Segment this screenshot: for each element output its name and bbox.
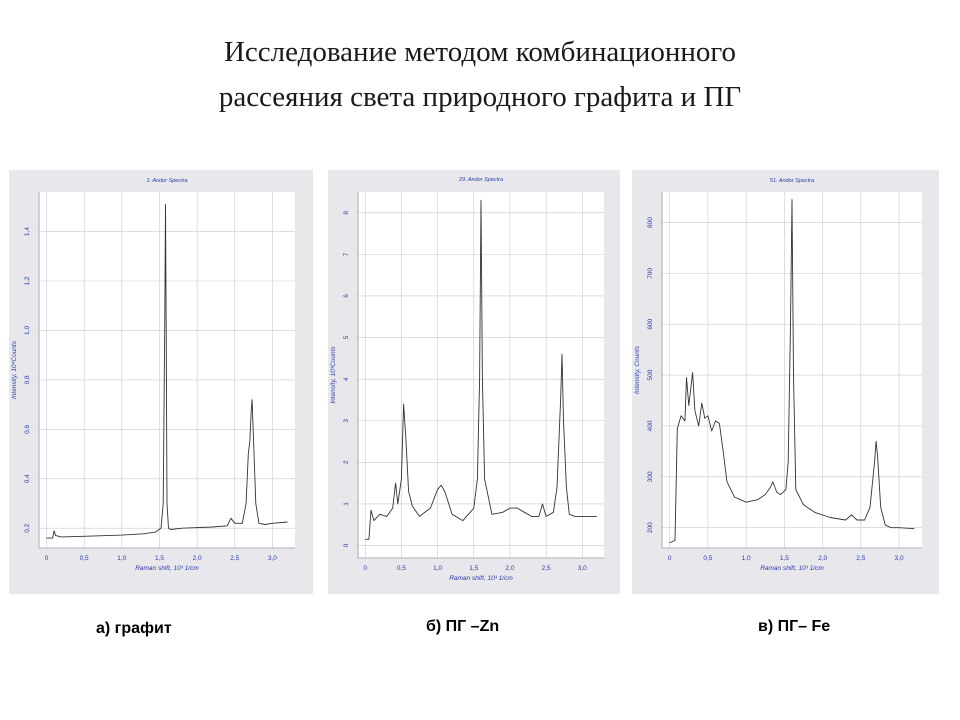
y-tick-label: 1,2: [24, 276, 31, 285]
y-tick-label: 200: [647, 522, 654, 533]
x-tick-label: 2,0: [818, 555, 827, 562]
y-tick-label: 700: [647, 268, 654, 279]
spectrum-panel-graphite: 0 0,5 1,0 1,5 2,0 2,5 3,0 0,2 0,4 0,6 0,8 1,0 1,2 1,4…: [9, 170, 313, 594]
x-tick-label: 0: [668, 555, 672, 562]
x-tick-label: 3,0: [268, 555, 277, 562]
caption-pg-fe: в) ПГ– Fe: [758, 618, 831, 635]
chart-title: 29. Andor Spectra: [458, 177, 503, 183]
y-tick-label: 2: [343, 460, 350, 464]
y-tick-label: 300: [647, 471, 654, 482]
y-tick-label: 800: [647, 217, 654, 228]
slide-title-line-2: рассеяния света природного графита и ПГ: [218, 81, 742, 113]
x-tick-label: 0: [363, 565, 367, 572]
y-axis-label: Intensity, 10³Counts: [330, 346, 337, 404]
caption-pg-zn: б) ПГ –Zn: [426, 618, 500, 635]
y-tick-label: 400: [647, 420, 654, 431]
x-tick-label: 1,0: [117, 555, 126, 562]
chart-graphite: 0 0,5 1,0 1,5 2,0 2,5 3,0 0,2 0,4 0,6 0,8 1,0 1,2 1,4…: [11, 178, 295, 572]
x-tick-label: 0,5: [80, 555, 89, 562]
x-tick-label: 2,0: [505, 565, 514, 572]
x-axis-label: Raman shift, 10³ 1/cm: [449, 575, 513, 582]
y-tick-label: 500: [647, 369, 654, 380]
y-tick-label: 0,6: [24, 424, 31, 433]
spectrum-panel-pg-zn: 0 0,5 1,0 1,5 2,0 2,5 3,0 0 1 2 3 4 5 6 7 8 29. Andor Sp…: [328, 170, 620, 594]
x-axis-label: Raman shift, 10³ 1/cm: [760, 565, 824, 572]
chart-title: 51. Andor Spectra: [770, 178, 814, 184]
x-tick-label: 2,5: [542, 565, 551, 572]
slide-title: Исследование методом комбинационного рас…: [80, 30, 880, 120]
caption-graphite: а) графит: [96, 620, 172, 637]
y-tick-label: 7: [343, 252, 350, 256]
y-tick-label: 1,4: [24, 227, 31, 236]
y-tick-label: 5: [343, 335, 350, 339]
y-tick-label: 4: [343, 377, 350, 381]
chart-title: 1. Andor Spectra: [146, 178, 187, 184]
y-tick-label: 6: [343, 294, 350, 298]
y-tick-label: 8: [343, 211, 350, 215]
y-tick-label: 0,2: [24, 523, 31, 532]
x-tick-label: 1,5: [155, 555, 164, 562]
y-tick-label: 1: [343, 502, 350, 506]
y-axis-label: Intensity, Counts: [634, 345, 641, 394]
x-tick-label: 2,0: [193, 555, 202, 562]
y-tick-label: 600: [647, 318, 654, 329]
spectrum-line: [365, 199, 597, 540]
x-tick-label: 1,5: [469, 565, 478, 572]
y-tick-label: 0,4: [24, 474, 31, 483]
spectrum-line: [46, 203, 288, 539]
x-tick-label: 1,0: [742, 555, 751, 562]
x-tick-label: 0,5: [397, 565, 406, 572]
x-tick-label: 2,5: [856, 555, 865, 562]
x-tick-label: 3,0: [895, 555, 904, 562]
y-axis-label: Intensity, 10⁴Counts: [11, 340, 18, 399]
y-tick-label: 3: [343, 419, 350, 423]
spectrum-panel-pg-fe: 0 0,5 1,0 1,5 2,0 2,5 3,0 200 300 400 500 600 700 800…: [632, 170, 939, 594]
chart-pg-fe: 0 0,5 1,0 1,5 2,0 2,5 3,0 200 300 400 500 600 700 800…: [634, 178, 922, 572]
spectrum-line: [669, 199, 915, 544]
x-axis-label: Raman shift, 10³ 1/cm: [135, 565, 199, 572]
chart-pg-zn: 0 0,5 1,0 1,5 2,0 2,5 3,0 0 1 2 3 4 5 6 7 8 29. Andor Sp…: [330, 177, 604, 582]
slide-title-line-1: Исследование методом комбинационного: [223, 36, 737, 68]
y-tick-label: 0: [343, 543, 350, 547]
x-tick-label: 2,5: [230, 555, 239, 562]
x-tick-label: 0,5: [703, 555, 712, 562]
x-tick-label: 1,0: [433, 565, 442, 572]
y-tick-label: 1,0: [24, 326, 31, 335]
x-tick-label: 3,0: [578, 565, 587, 572]
x-tick-label: 1,5: [780, 555, 789, 562]
x-tick-label: 0: [45, 555, 49, 562]
y-tick-label: 0,8: [24, 375, 31, 384]
